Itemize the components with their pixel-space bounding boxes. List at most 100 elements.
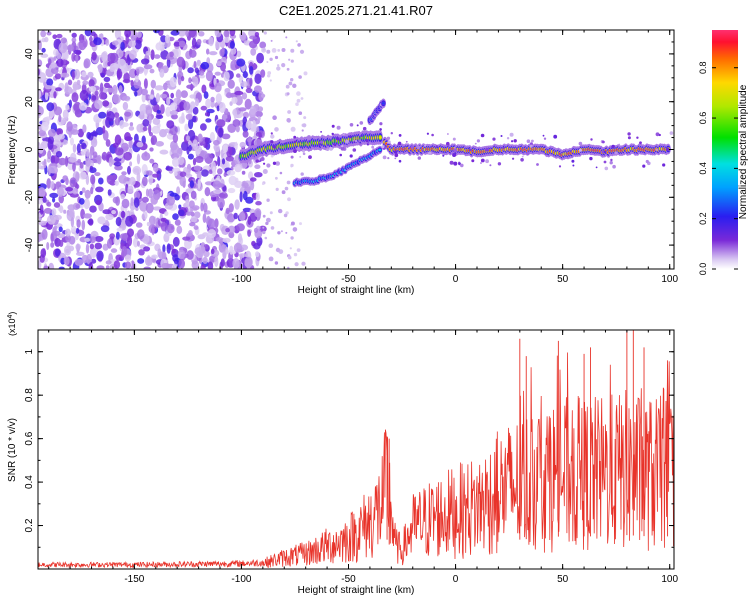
spectrogram-noise-blob xyxy=(225,207,230,215)
spectrogram-ytick-label: -40 xyxy=(24,237,35,252)
spectrogram-faint-dot xyxy=(269,79,272,82)
spectrogram-axes: -150 -100 -50 0 50 100 -40 -20 0 20 40 xyxy=(24,29,678,285)
colorbar-tick-label: 0.6 xyxy=(698,112,708,125)
spectrogram-noise-blob xyxy=(120,219,127,231)
spectrogram-noise-blob xyxy=(195,156,204,163)
spectrogram-noise-blob xyxy=(203,142,208,148)
spectrogram-fleck xyxy=(352,139,355,142)
spectrogram-fleck xyxy=(398,134,402,137)
spectrogram-noise-blob xyxy=(178,258,185,269)
spectrogram-noise-blob xyxy=(171,248,176,254)
spectrogram-faint-dot xyxy=(293,252,298,257)
spectrogram-fleck xyxy=(405,140,408,143)
spectrogram-noise-blob xyxy=(202,213,207,224)
spectrogram-noise-blob xyxy=(170,144,180,155)
spectrogram-faint-dot xyxy=(298,111,303,115)
spectrogram-noise-blob xyxy=(67,79,73,86)
spectrogram-noise-blob xyxy=(44,36,49,43)
spectrogram-noise-blob xyxy=(38,220,47,226)
spectrogram-fleck xyxy=(307,135,311,139)
spectrogram-noise-blob xyxy=(162,82,168,91)
spectrogram-fleck xyxy=(387,140,391,144)
spectrogram-fleck xyxy=(578,141,583,146)
spectrogram-noise-blob xyxy=(185,113,193,121)
spectrogram-noise-blob xyxy=(89,243,95,250)
spectrogram-noise-blob xyxy=(198,70,205,76)
spectrogram-fleck xyxy=(308,155,312,160)
spectrogram-noise-blob xyxy=(176,56,185,68)
spectrogram-faint-dot xyxy=(295,40,298,43)
spectrogram-faint-dot xyxy=(262,214,266,218)
snr-xtick-label: 50 xyxy=(557,574,569,585)
spectrogram-noise-blob xyxy=(133,237,139,248)
spectrogram-faint-dot xyxy=(270,154,274,158)
spectrogram-noise-blob xyxy=(66,121,73,132)
spectrogram-fleck xyxy=(428,151,432,155)
spectrogram-noise-blob xyxy=(137,240,140,247)
spectrogram-noise-blob xyxy=(151,173,160,178)
spectrogram-faint-dot xyxy=(303,71,308,76)
spectrogram-faint-dot xyxy=(277,64,280,67)
spectrogram-noise-blob xyxy=(88,262,94,269)
spectrogram-noise-blob xyxy=(130,260,135,269)
spectrogram-noise-blob xyxy=(256,52,264,64)
spectrogram-noise-blob xyxy=(68,99,72,109)
spectrogram-noise-blob xyxy=(250,177,257,182)
spectrogram-noise-blob xyxy=(129,161,133,167)
spectrogram-noise-blob xyxy=(95,200,102,206)
spectrogram-noise-blob xyxy=(145,170,153,176)
spectrogram-noise-blob xyxy=(53,91,57,99)
spectrogram-noise-blob xyxy=(159,149,169,155)
spectrogram-noise-blob xyxy=(236,58,246,67)
spectrogram-fleck xyxy=(610,158,613,162)
spectrogram-fleck xyxy=(341,144,344,148)
spectrogram-noise-blob xyxy=(115,196,120,206)
spectrogram-noise-blob xyxy=(241,182,249,189)
spectrogram-noise-blob xyxy=(104,219,109,227)
spectrogram-noise-blob xyxy=(60,72,70,78)
spectrogram-noise-blob xyxy=(223,36,230,43)
spectrogram-fleck xyxy=(471,159,475,163)
spectrogram-faint-dot xyxy=(274,127,279,132)
spectrogram-noise-blob xyxy=(188,118,194,130)
spectrogram-noise-blob xyxy=(238,211,246,222)
spectrogram-fleck xyxy=(480,158,485,163)
spectrogram-noise-blob xyxy=(55,87,62,92)
spectrogram-fleck xyxy=(636,136,639,139)
spectrogram-noise-blob xyxy=(197,178,201,189)
spectrogram-noise-blob xyxy=(47,215,56,225)
spectrogram-noise-blob xyxy=(148,215,156,226)
spectrogram-noise-blob xyxy=(227,213,236,223)
spectrogram-fleck xyxy=(589,156,593,161)
spectrogram-noise-blob xyxy=(233,108,238,120)
spectrogram-noise-blob xyxy=(106,174,115,185)
spectrogram-noise-blob xyxy=(202,232,209,237)
spectrogram-faint-dot xyxy=(270,39,273,42)
spectrogram-noise-blob xyxy=(143,64,153,70)
spectrogram-noise-blob xyxy=(207,218,216,230)
spectrogram-noise-blob xyxy=(160,104,165,115)
spectrogram-fleck xyxy=(258,134,262,138)
spectrogram-noise-blob xyxy=(98,111,107,119)
spectrogram-faint-dot xyxy=(286,180,291,185)
spectrogram-faint-dot xyxy=(266,61,269,63)
spectrogram-noise-blob xyxy=(245,120,252,130)
spectrogram-noise-blob xyxy=(50,233,54,243)
spectrogram-noise-blob xyxy=(50,62,57,69)
spectrogram-noise-blob xyxy=(141,88,148,96)
spectrogram-noise-blob xyxy=(85,157,91,167)
spectrogram-faint-dot xyxy=(296,91,301,96)
spectrogram-noise-blob xyxy=(213,139,220,146)
spectrogram-noise-blob xyxy=(253,172,263,178)
spectrogram-noise-blob xyxy=(82,124,87,133)
spectrogram-fleck xyxy=(485,159,489,164)
spectrogram-faint-dot xyxy=(270,226,275,230)
spectrogram-fleck xyxy=(492,137,496,141)
spectrogram-noise-blob xyxy=(96,250,104,262)
spectrogram-noise-blob xyxy=(105,260,112,265)
spectrogram-fleck xyxy=(302,149,305,153)
spectrogram-noise-blob xyxy=(234,141,238,151)
spectrogram-noise-blob xyxy=(155,141,164,147)
spectrogram-faint-dot xyxy=(287,255,292,260)
